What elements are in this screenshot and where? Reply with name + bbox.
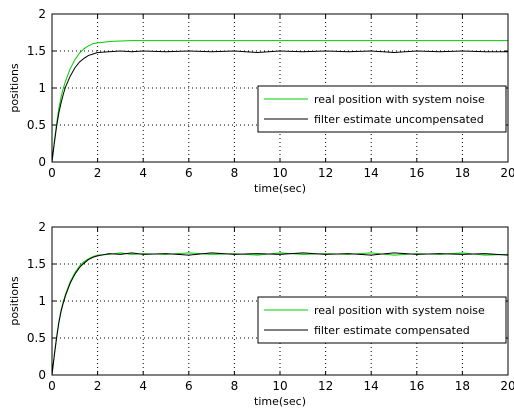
y-axis-label: positions xyxy=(8,63,21,113)
y-tick-label: 0.5 xyxy=(27,331,46,345)
x-tick-label: 16 xyxy=(409,166,424,180)
legend-label-2: filter estimate compensated xyxy=(314,324,470,337)
y-tick-label: 2 xyxy=(38,220,46,234)
x-tick-label: 8 xyxy=(231,166,239,180)
legend-box xyxy=(257,85,507,133)
x-tick-label: 0 xyxy=(48,379,56,393)
x-tick-label: 2 xyxy=(94,379,102,393)
x-axis-label: time(sec) xyxy=(254,395,306,408)
x-tick-label: 2 xyxy=(94,166,102,180)
x-tick-label: 6 xyxy=(185,166,193,180)
legend-label-2: filter estimate uncompensated xyxy=(314,113,484,126)
y-tick-label: 1 xyxy=(38,81,46,95)
x-tick-label: 10 xyxy=(272,379,287,393)
legend-label-1: real position with system noise xyxy=(314,304,485,317)
legend-label-1: real position with system noise xyxy=(314,93,485,106)
x-tick-label: 4 xyxy=(139,379,147,393)
chart-2: 0 2 4 6 8 10 12 14 16 18 20 0 0.5 1 1.5 2 time(sec) posit… xyxy=(8,220,514,408)
x-tick-label: 20 xyxy=(500,379,514,393)
y-tick-label: 0 xyxy=(38,368,46,382)
x-tick-label: 12 xyxy=(318,166,333,180)
y-tick-label: 1.5 xyxy=(27,257,46,271)
x-tick-label: 4 xyxy=(139,166,147,180)
x-tick-label: 14 xyxy=(364,166,379,180)
x-axis-label: time(sec) xyxy=(254,182,306,195)
x-tick-label: 18 xyxy=(455,379,470,393)
legend-box xyxy=(257,296,507,344)
y-tick-label: 1.5 xyxy=(27,44,46,58)
legend: real position with system noise filter es… xyxy=(257,85,507,133)
series-line-2 xyxy=(51,50,508,163)
y-tick-label: 0 xyxy=(38,155,46,169)
series-line-2 xyxy=(51,252,509,376)
x-tick-label: 0 xyxy=(48,166,56,180)
chart-1: 0 2 4 6 8 10 12 14 16 18 20 0 0.5 1 1.5 2 time(sec) posit… xyxy=(8,7,514,195)
x-tick-label: 8 xyxy=(231,379,239,393)
series-line-1 xyxy=(51,40,508,163)
y-axis-label: positions xyxy=(8,276,21,326)
x-tick-label: 6 xyxy=(185,379,193,393)
x-tick-label: 20 xyxy=(500,166,514,180)
y-tick-label: 0.5 xyxy=(27,118,46,132)
x-tick-label: 10 xyxy=(272,166,287,180)
y-tick-label: 2 xyxy=(38,7,46,21)
x-tick-label: 12 xyxy=(318,379,333,393)
x-tick-label: 14 xyxy=(364,379,379,393)
legend: real position with system noise filter es… xyxy=(257,296,507,344)
x-tick-label: 16 xyxy=(409,379,424,393)
x-tick-label: 18 xyxy=(455,166,470,180)
y-tick-label: 1 xyxy=(38,294,46,308)
